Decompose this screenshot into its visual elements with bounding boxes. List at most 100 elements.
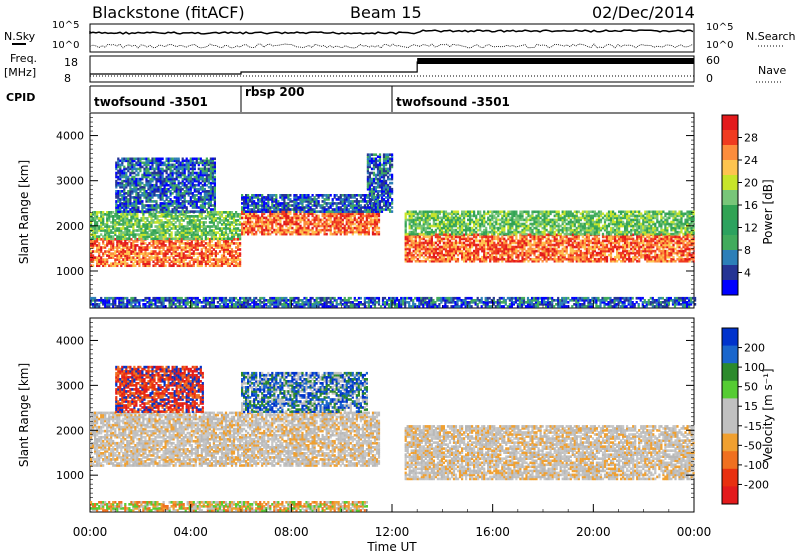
heatmap-cell bbox=[235, 250, 237, 253]
heatmap-cell bbox=[195, 219, 197, 222]
nsky-label: N.Sky bbox=[4, 30, 36, 43]
heatmap-cell bbox=[372, 227, 374, 230]
heatmap-cell bbox=[162, 202, 164, 205]
heatmap-cell bbox=[369, 198, 371, 201]
heatmap-cell bbox=[177, 246, 179, 249]
heatmap-cell bbox=[259, 225, 261, 228]
heatmap-cell bbox=[143, 162, 145, 165]
heatmap-cell bbox=[161, 250, 163, 253]
heatmap-cell bbox=[229, 211, 231, 214]
heatmap-cell bbox=[92, 254, 94, 257]
heatmap-cell bbox=[407, 252, 409, 255]
heatmap-cell bbox=[439, 246, 441, 249]
heatmap-cell bbox=[183, 246, 185, 249]
heatmap-cell bbox=[185, 254, 187, 257]
heatmap-cell bbox=[112, 235, 114, 238]
heatmap-cell bbox=[164, 170, 166, 173]
heatmap-cell bbox=[202, 196, 204, 199]
heatmap-cell bbox=[336, 198, 338, 201]
heatmap-cell bbox=[133, 164, 135, 167]
heatmap-cell bbox=[145, 208, 147, 211]
heatmap-cell bbox=[171, 231, 173, 234]
heatmap-cell bbox=[212, 186, 214, 189]
heatmap-cell bbox=[146, 217, 148, 220]
heatmap-cell bbox=[379, 190, 381, 193]
heatmap-cell bbox=[263, 217, 265, 220]
heatmap-cell bbox=[195, 252, 197, 255]
heatmap-cell bbox=[132, 213, 134, 216]
heatmap-cell bbox=[223, 217, 225, 220]
heatmap-cell bbox=[316, 215, 318, 218]
heatmap-cell bbox=[360, 194, 362, 197]
heatmap-cell bbox=[415, 260, 417, 263]
heatmap-cell bbox=[154, 240, 156, 243]
heatmap-cell bbox=[354, 194, 356, 197]
heatmap-cell bbox=[193, 215, 195, 218]
heatmap-cell bbox=[175, 213, 177, 216]
heatmap-cell bbox=[301, 194, 303, 197]
heatmap-cell bbox=[285, 229, 287, 232]
heatmap-cell bbox=[147, 158, 149, 161]
heatmap-cell bbox=[126, 242, 128, 245]
heatmap-cell bbox=[199, 235, 201, 238]
heatmap-cell bbox=[203, 221, 205, 224]
heatmap-cell bbox=[137, 168, 139, 171]
heatmap-cell bbox=[544, 242, 546, 245]
heatmap-cell bbox=[121, 170, 123, 173]
heatmap-cell bbox=[429, 236, 431, 239]
heatmap-cell bbox=[120, 260, 122, 263]
heatmap-cell bbox=[291, 204, 293, 207]
heatmap-cell bbox=[186, 184, 188, 187]
heatmap-cell bbox=[249, 208, 251, 211]
nsky-trace bbox=[90, 30, 693, 34]
heatmap-cell bbox=[459, 246, 461, 249]
heatmap-cell bbox=[299, 194, 301, 197]
heatmap-cell bbox=[485, 248, 487, 251]
heatmap-cell bbox=[185, 242, 187, 245]
heatmap-cell bbox=[531, 248, 533, 251]
heatmap-cell bbox=[142, 213, 144, 216]
heatmap-cell bbox=[265, 233, 267, 236]
heatmap-cell bbox=[174, 196, 176, 199]
heatmap-cell bbox=[379, 194, 381, 197]
heatmap-cell bbox=[125, 158, 127, 161]
heatmap-cell bbox=[197, 223, 199, 226]
heatmap-cell bbox=[471, 258, 473, 261]
heatmap-cell bbox=[465, 244, 467, 247]
heatmap-cell bbox=[305, 217, 307, 220]
heatmap-cell bbox=[324, 198, 326, 201]
heatmap-cell bbox=[421, 252, 423, 255]
heatmap-cell bbox=[173, 237, 175, 240]
heatmap-cell bbox=[445, 234, 447, 237]
param-traces bbox=[90, 30, 694, 76]
heatmap-cell bbox=[297, 215, 299, 218]
heatmap-cell bbox=[126, 237, 128, 240]
heatmap-cell bbox=[425, 258, 427, 261]
heatmap-cell bbox=[219, 258, 221, 261]
heatmap-cell bbox=[163, 252, 165, 255]
heatmap-cell bbox=[517, 254, 519, 257]
heatmap-cell bbox=[465, 238, 467, 241]
heatmap-cell bbox=[207, 211, 209, 214]
heatmap-cell bbox=[223, 227, 225, 230]
heatmap-cell bbox=[153, 168, 155, 171]
heatmap-cell bbox=[159, 264, 161, 267]
heatmap-cell bbox=[208, 190, 210, 193]
heatmap-cell bbox=[166, 202, 168, 205]
heatmap-cell bbox=[142, 223, 144, 226]
heatmap-cell bbox=[312, 219, 314, 222]
heatmap-cell bbox=[338, 217, 340, 220]
heatmap-cell bbox=[548, 234, 550, 237]
heatmap-cell bbox=[135, 158, 137, 161]
heatmap-cell bbox=[196, 188, 198, 191]
heatmap-cell bbox=[173, 256, 175, 259]
heatmap-cell bbox=[132, 262, 134, 265]
heatmap-cell bbox=[376, 231, 378, 234]
heatmap-cell bbox=[233, 238, 235, 241]
heatmap-cell bbox=[229, 242, 231, 245]
heatmap-cell bbox=[362, 223, 364, 226]
heatmap-cell bbox=[443, 254, 445, 257]
heatmap-cell bbox=[433, 248, 435, 251]
heatmap-cell bbox=[320, 219, 322, 222]
